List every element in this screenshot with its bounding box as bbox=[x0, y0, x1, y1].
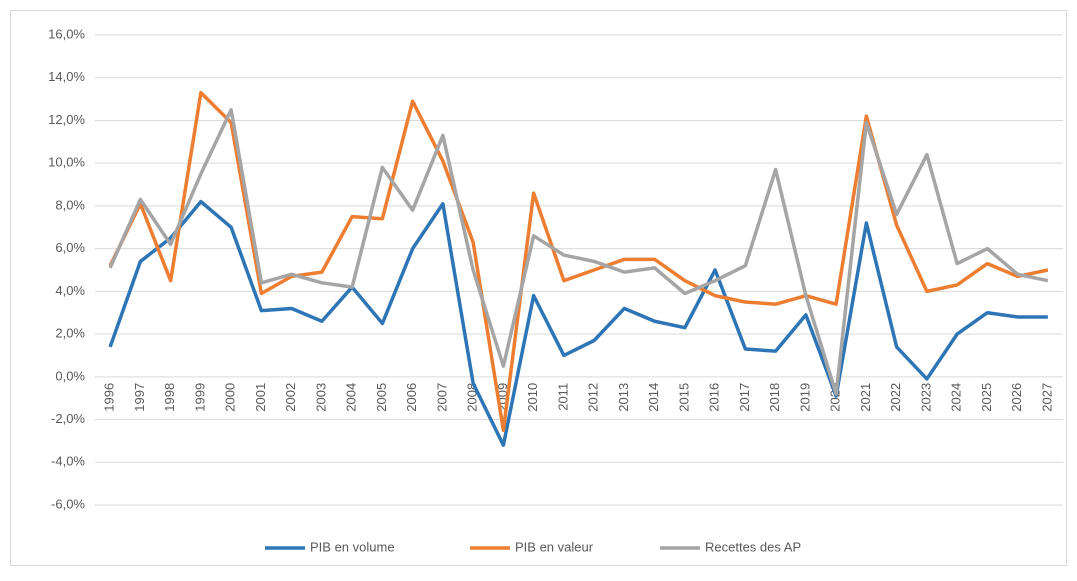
y-tick-label: 8,0% bbox=[55, 197, 85, 212]
y-tick-label: 6,0% bbox=[55, 240, 85, 255]
x-tick-label: 2016 bbox=[707, 383, 722, 412]
x-tick-label: 2018 bbox=[767, 383, 782, 412]
x-tick-label: 2010 bbox=[525, 383, 540, 412]
x-tick-label: 2022 bbox=[888, 383, 903, 412]
x-tick-label: 2002 bbox=[283, 383, 298, 412]
x-tick-label: 1996 bbox=[102, 383, 117, 412]
y-tick-label: 12,0% bbox=[48, 112, 85, 127]
x-tick-label: 2012 bbox=[586, 383, 601, 412]
y-tick-label: 4,0% bbox=[55, 283, 85, 298]
y-tick-label: 10,0% bbox=[48, 155, 85, 170]
x-tick-label: 2008 bbox=[465, 383, 480, 412]
chart-border bbox=[10, 10, 1067, 566]
x-tick-label: 2004 bbox=[344, 383, 359, 412]
y-tick-label: -6,0% bbox=[51, 496, 85, 511]
x-tick-label: 2005 bbox=[374, 383, 389, 412]
y-tick-label: 14,0% bbox=[48, 69, 85, 84]
x-tick-label: 2013 bbox=[616, 383, 631, 412]
legend-label: PIB en valeur bbox=[515, 539, 594, 554]
x-tick-label: 2025 bbox=[979, 383, 994, 412]
y-tick-label: 2,0% bbox=[55, 326, 85, 341]
x-tick-label: 2007 bbox=[434, 383, 449, 412]
x-tick-label: 2019 bbox=[797, 383, 812, 412]
legend-label: Recettes des AP bbox=[705, 539, 801, 554]
x-tick-label: 2003 bbox=[313, 383, 328, 412]
legend-label: PIB en volume bbox=[310, 539, 395, 554]
x-tick-label: 2026 bbox=[1009, 383, 1024, 412]
x-tick-label: 2017 bbox=[737, 383, 752, 412]
x-tick-label: 2014 bbox=[646, 383, 661, 412]
x-tick-label: 2021 bbox=[858, 383, 873, 412]
series-line bbox=[108, 108, 1049, 396]
x-tick-label: 2001 bbox=[253, 383, 268, 412]
y-tick-label: -2,0% bbox=[51, 411, 85, 426]
series-line bbox=[108, 199, 1048, 447]
x-tick-label: 1997 bbox=[132, 383, 147, 412]
x-tick-label: 2024 bbox=[949, 383, 964, 412]
y-tick-label: -4,0% bbox=[51, 454, 85, 469]
x-tick-label: 2027 bbox=[1039, 383, 1054, 412]
x-tick-label: 1998 bbox=[162, 383, 177, 412]
x-tick-label: 2011 bbox=[555, 383, 570, 411]
y-tick-label: 16,0% bbox=[48, 26, 85, 41]
x-tick-label: 2023 bbox=[918, 383, 933, 412]
x-tick-label: 2015 bbox=[676, 383, 691, 412]
y-tick-label: 0,0% bbox=[55, 368, 85, 383]
x-tick-label: 1999 bbox=[192, 383, 207, 412]
x-tick-label: 2006 bbox=[404, 383, 419, 412]
x-tick-label: 2000 bbox=[223, 383, 238, 412]
series-line bbox=[108, 90, 1049, 432]
